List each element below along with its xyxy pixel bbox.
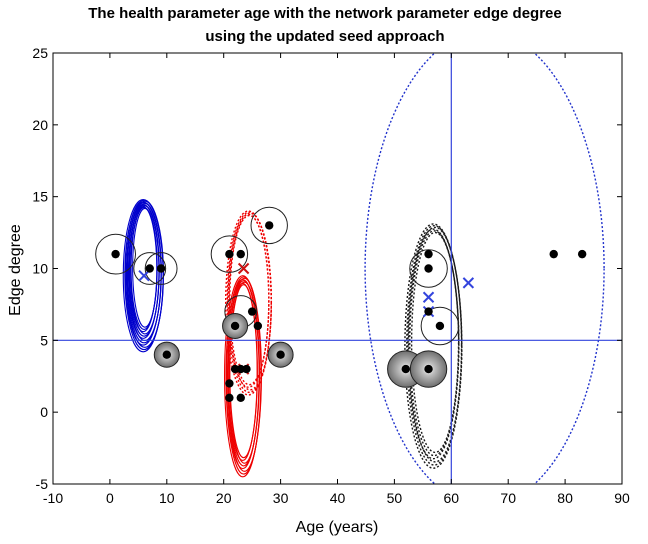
chart-title-line-2: using the updated seed approach bbox=[205, 28, 444, 45]
cluster-ellipse bbox=[410, 231, 460, 454]
data-point bbox=[577, 249, 587, 259]
data-point bbox=[549, 249, 558, 259]
axes-box bbox=[52, 52, 623, 485]
data-point bbox=[225, 393, 234, 402]
data-point bbox=[265, 221, 274, 230]
open-circle bbox=[210, 235, 249, 273]
cluster-ellipse bbox=[407, 226, 463, 463]
x-tick-label: 70 bbox=[500, 490, 516, 506]
data-point bbox=[247, 307, 257, 316]
data-point bbox=[230, 321, 240, 331]
cluster-ellipse bbox=[229, 214, 270, 386]
data-point bbox=[225, 379, 234, 388]
x-tick-label: 40 bbox=[330, 490, 346, 506]
y-tick-label: 0 bbox=[40, 404, 48, 420]
cluster-ellipse bbox=[364, 53, 605, 484]
cluster-ellipse bbox=[229, 284, 258, 459]
x-tick-label: 30 bbox=[273, 490, 289, 506]
data-point bbox=[424, 307, 433, 316]
centroid-marker bbox=[422, 291, 435, 303]
x-tick-label: 10 bbox=[159, 490, 175, 506]
open-circle bbox=[144, 252, 178, 285]
y-tick-label: -5 bbox=[36, 476, 49, 492]
y-tick-label: 20 bbox=[32, 117, 48, 133]
x-tick-label: 20 bbox=[216, 490, 232, 506]
plot-area: -10 0 10 20 30 40 50 60 70 80 90 -5 0 5 10 15 20 25 bbox=[32, 45, 630, 506]
centroid-marker bbox=[462, 277, 475, 289]
data-point bbox=[156, 264, 166, 273]
x-tick-label: 50 bbox=[387, 490, 403, 506]
y-tick-label: 25 bbox=[32, 45, 48, 61]
data-point bbox=[236, 393, 245, 402]
data-point bbox=[276, 350, 285, 359]
data-point bbox=[111, 249, 120, 259]
data-point bbox=[225, 249, 234, 259]
open-circle bbox=[250, 206, 288, 245]
data-point bbox=[145, 264, 154, 273]
data-point bbox=[162, 350, 171, 359]
y-tick-label: 5 bbox=[40, 332, 48, 348]
x-axis-label: Age (years) bbox=[296, 519, 379, 536]
data-point bbox=[435, 321, 445, 331]
x-tick-label: 0 bbox=[106, 490, 114, 506]
data-point bbox=[424, 249, 433, 259]
x-tick-label: 80 bbox=[557, 490, 573, 506]
x-tick-label: 60 bbox=[444, 490, 460, 506]
data-point bbox=[236, 249, 245, 259]
open-circle bbox=[420, 306, 460, 346]
y-axis-label: Edge degree bbox=[7, 224, 24, 316]
x-tick-label: 90 bbox=[614, 490, 630, 506]
data-point bbox=[424, 364, 433, 374]
centroid-marker bbox=[138, 269, 150, 282]
data-point bbox=[424, 264, 433, 273]
data-point bbox=[253, 321, 263, 331]
y-tick-label: 15 bbox=[32, 189, 48, 205]
y-tick-label: 10 bbox=[32, 261, 48, 277]
open-circle bbox=[133, 252, 167, 285]
x-tick-label: -10 bbox=[43, 490, 63, 506]
data-point bbox=[242, 364, 251, 374]
data-point bbox=[401, 364, 410, 374]
centroid-marker bbox=[237, 262, 250, 275]
open-circle bbox=[409, 249, 448, 288]
open-circle bbox=[95, 233, 137, 275]
chart-title-line-1: The health parameter age with the networ… bbox=[88, 5, 561, 22]
plot-clip-group bbox=[53, 53, 622, 484]
